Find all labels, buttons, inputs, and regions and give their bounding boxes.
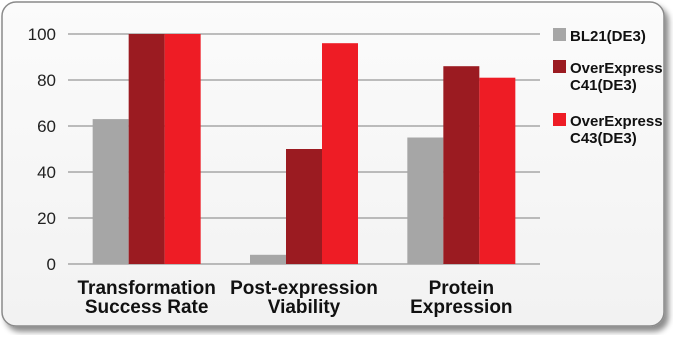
- x-tick-label: Protein Expression: [410, 278, 512, 318]
- bars: [92, 34, 516, 265]
- bar: [92, 119, 129, 264]
- x-axis-labels: Transformation Success Rate Post-expressio…: [78, 278, 513, 318]
- x-tick-label: Transformation Success Rate: [78, 278, 216, 318]
- bar: [407, 137, 444, 264]
- y-tick-label: 20: [37, 209, 56, 228]
- y-tick-label: 0: [47, 255, 56, 274]
- bar: [250, 254, 286, 264]
- bar: [479, 77, 516, 264]
- bar: [128, 34, 165, 264]
- bar: [322, 43, 358, 265]
- x-tick-label: Post-expression Viability: [230, 278, 378, 318]
- legend-swatch: [553, 113, 566, 126]
- legend-label: BL21(DE3): [570, 28, 646, 45]
- y-tick-label: 60: [37, 117, 56, 136]
- legend-label: OverExpress C43(DE3): [570, 113, 663, 147]
- y-tick-label: 100: [28, 25, 56, 44]
- bar: [286, 149, 322, 264]
- y-tick-label: 40: [37, 163, 56, 182]
- y-axis: 0 20 40 60 80 100: [28, 25, 56, 274]
- bar: [443, 66, 480, 264]
- legend-swatch: [553, 28, 566, 41]
- legend-label: OverExpress C41(DE3): [570, 60, 663, 94]
- legend-swatch: [553, 60, 566, 73]
- y-tick-label: 80: [37, 71, 56, 90]
- legend: BL21(DE3) OverExpress C41(DE3) OverExpress C…: [553, 28, 663, 147]
- bar: [164, 34, 201, 264]
